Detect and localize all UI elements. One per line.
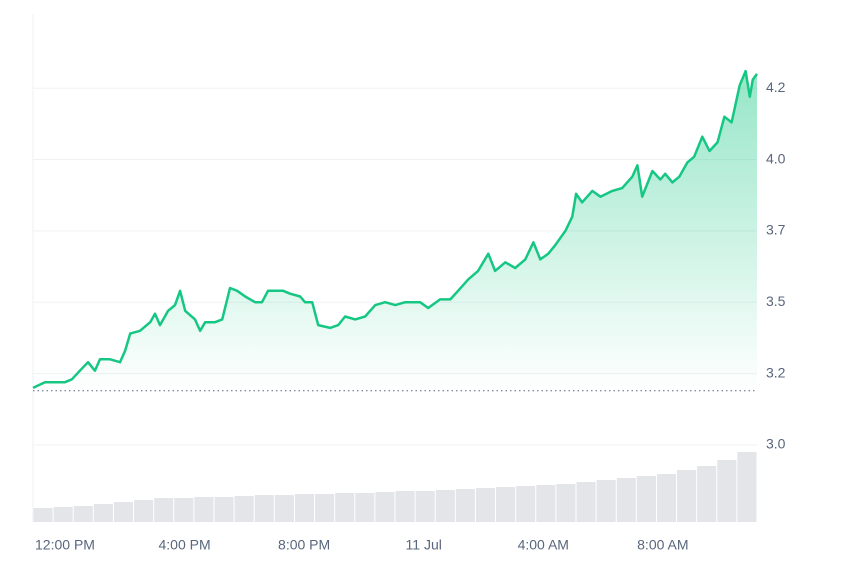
y-tick-label: 3.5 — [766, 293, 786, 309]
volume-bar — [73, 506, 93, 522]
volume-bar — [395, 491, 415, 522]
x-tick-label: 8:00 AM — [637, 537, 688, 553]
y-tick-label: 3.0 — [766, 436, 786, 452]
x-tick-label: 4:00 PM — [158, 537, 210, 553]
volume-bar — [214, 497, 234, 522]
volume-bar — [335, 493, 355, 522]
volume-bar — [234, 496, 254, 522]
volume-bar — [475, 488, 496, 522]
x-tick-label: 12:00 PM — [35, 537, 95, 553]
volume-bar — [496, 487, 516, 522]
volume-bar — [294, 494, 315, 522]
x-tick-label: 4:00 AM — [518, 537, 569, 553]
volume-bar — [576, 482, 596, 522]
volume-bar — [154, 498, 174, 522]
y-tick-label: 3.2 — [766, 364, 786, 380]
volume-bar — [616, 478, 636, 522]
x-tick-label: 8:00 PM — [278, 537, 330, 553]
volume-bar — [516, 486, 536, 522]
volume-bar — [536, 485, 556, 522]
volume-bar — [274, 495, 294, 522]
volume-bar — [113, 502, 134, 522]
volume-bar — [375, 492, 395, 522]
area — [33, 71, 757, 391]
volume-bar — [656, 474, 677, 522]
volume-bar — [455, 489, 475, 522]
volume-bar — [435, 490, 455, 522]
volume-bar — [717, 460, 737, 522]
volume-bar — [355, 493, 375, 522]
volume-bar — [134, 500, 154, 522]
volume-bar — [737, 452, 757, 522]
volume-bar — [415, 491, 435, 522]
volume-bar — [315, 494, 335, 522]
volume-bar — [697, 466, 717, 522]
price-line — [32, 69, 759, 390]
y-tick-label: 3.7 — [766, 222, 786, 238]
volume-bar — [596, 480, 616, 522]
volume-bar — [53, 507, 73, 522]
y-tick-label: 4.0 — [766, 150, 786, 166]
volume-bar — [254, 495, 274, 522]
volume-bar — [93, 504, 113, 522]
x-tick-label: 11 Jul — [406, 537, 442, 553]
volume-bar — [194, 497, 214, 522]
volume-bar — [636, 476, 656, 522]
y-tick-label: 4.2 — [766, 79, 786, 95]
volume-bar — [174, 498, 194, 522]
volume-bar — [677, 470, 697, 522]
volume-bar — [33, 508, 53, 522]
volume-bar — [556, 484, 576, 522]
